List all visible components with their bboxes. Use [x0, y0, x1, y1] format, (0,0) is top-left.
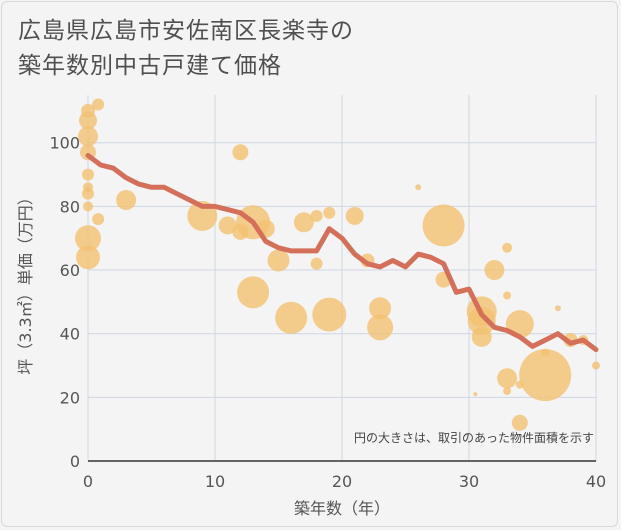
bubble	[323, 206, 336, 219]
bubble	[76, 245, 100, 270]
bubble	[312, 297, 347, 332]
bubble	[83, 201, 93, 212]
x-axis-label: 築年数（年）	[294, 499, 390, 518]
bubble	[467, 306, 496, 335]
bubble	[79, 111, 97, 130]
bubble	[82, 168, 94, 181]
bubble	[78, 126, 98, 147]
bubble	[92, 98, 105, 111]
x-tick-label: 10	[205, 472, 225, 491]
y-tick-labels: 0 20 40 60 80 100	[49, 134, 80, 471]
bubble	[415, 184, 422, 191]
x-tick-labels: 0 10 20 30 40	[83, 472, 606, 491]
bubble	[275, 301, 308, 334]
x-tick-label: 20	[332, 472, 352, 491]
y-tick-label: 60	[60, 261, 80, 280]
bubble	[82, 187, 94, 200]
bubble	[422, 204, 465, 247]
bubble	[116, 190, 137, 211]
y-tick-label: 0	[70, 452, 80, 471]
y-tick-label: 20	[60, 388, 80, 407]
bubble	[554, 305, 561, 312]
y-tick-label: 80	[60, 197, 80, 216]
chart-title-line-1: 広島県広島市安佐南区長楽寺の	[18, 18, 354, 44]
bubble	[345, 206, 364, 225]
y-tick-label: 40	[60, 325, 80, 344]
trend-line	[85, 153, 599, 353]
chart-title-line-2: 築年数別中古戸建て価格	[18, 53, 282, 79]
bubble	[503, 386, 512, 395]
bubble	[519, 349, 572, 402]
bubble	[267, 249, 290, 272]
bubble	[541, 348, 550, 357]
bubble	[310, 257, 323, 270]
bubble	[473, 392, 478, 397]
bubble	[218, 216, 237, 235]
bubble	[484, 260, 505, 281]
bubble	[369, 297, 392, 320]
bubble	[471, 326, 492, 347]
bubble	[503, 291, 512, 300]
chart-title: 広島県広島市安佐南区長楽寺の 築年数別中古戸建て価格	[18, 14, 354, 84]
bubble	[497, 368, 518, 389]
bubble	[293, 212, 314, 233]
bubble	[92, 213, 105, 226]
bubble	[592, 361, 600, 370]
bubble	[232, 144, 249, 161]
bubble	[75, 225, 101, 252]
x-tick-label: 40	[586, 472, 606, 491]
y-axis-label: 坪（3.3㎡）単価（万円）	[16, 189, 35, 374]
bubble	[237, 276, 270, 309]
x-tick-label: 0	[83, 472, 93, 491]
y-tick-label: 100	[49, 134, 80, 153]
x-tick-label: 30	[459, 472, 479, 491]
bubble	[502, 242, 513, 253]
bubble	[511, 414, 528, 431]
bubble	[367, 314, 394, 341]
bubble	[310, 209, 323, 222]
size-note: 円の大きさは、取引のあった物件面積を示す	[354, 430, 594, 445]
